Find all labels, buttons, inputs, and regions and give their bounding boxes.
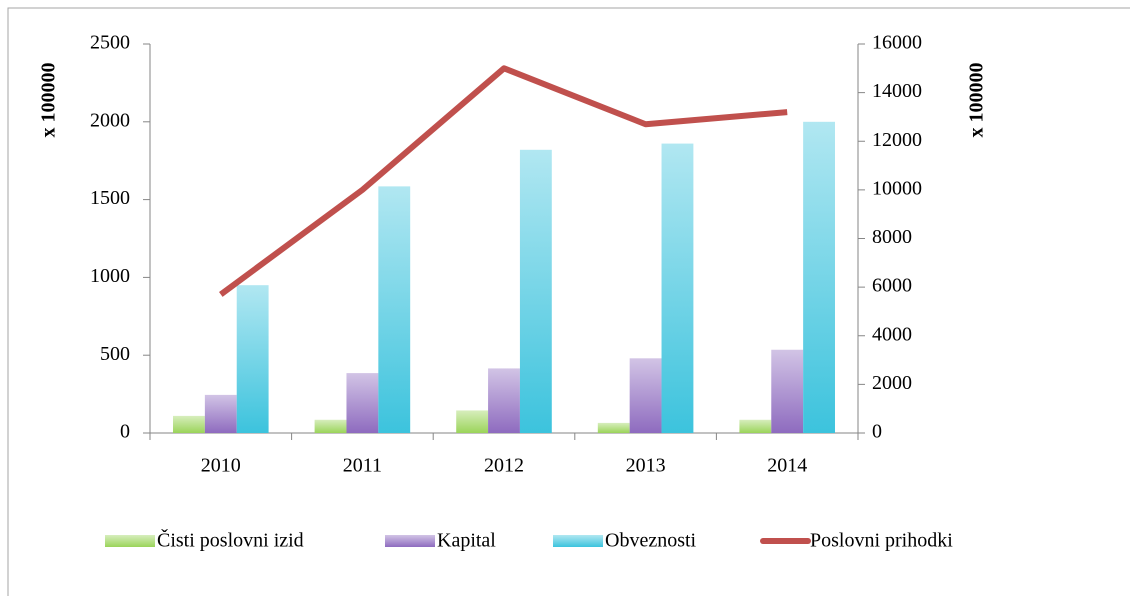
- bar: [346, 373, 379, 433]
- bar: [488, 368, 520, 433]
- bar: [236, 285, 269, 433]
- legend-swatch: [105, 535, 155, 547]
- x-tick-label: 2012: [484, 455, 524, 477]
- x-tick-label: 2010: [201, 455, 241, 477]
- legend-swatch: [553, 535, 603, 547]
- bar: [661, 143, 694, 434]
- y2-tick-label: 6000: [872, 275, 912, 297]
- y2-tick-label: 8000: [872, 226, 912, 248]
- y2-tick-label: 10000: [872, 177, 922, 199]
- y-tick-label: 500: [100, 343, 130, 365]
- bar: [771, 349, 804, 433]
- y2-tick-label: 2000: [872, 372, 912, 394]
- bar: [314, 419, 347, 433]
- y-axis-label: x 100000: [38, 63, 60, 138]
- bar: [173, 415, 205, 433]
- bar: [629, 358, 662, 433]
- y2-tick-label: 14000: [872, 80, 922, 102]
- legend-label: Kapital: [437, 530, 496, 552]
- x-tick-label: 2011: [343, 455, 382, 477]
- y-tick-label: 1500: [90, 187, 130, 209]
- bar: [597, 422, 630, 433]
- y-tick-label: 1000: [90, 265, 130, 287]
- legend-label: Čisti poslovni izid: [157, 528, 304, 552]
- bar: [519, 149, 552, 434]
- bar: [456, 410, 489, 433]
- y2-tick-label: 0: [872, 421, 882, 443]
- legend-label: Poslovni prihodki: [810, 530, 953, 552]
- y-tick-label: 2500: [90, 32, 130, 54]
- chart-border: [7, 7, 1130, 596]
- legend-label: Obveznosti: [605, 530, 697, 552]
- x-tick-label: 2013: [626, 455, 666, 477]
- y-tick-label: 2000: [90, 109, 130, 131]
- bar: [803, 121, 835, 434]
- bar: [378, 186, 411, 433]
- y2-tick-label: 16000: [872, 32, 922, 54]
- y2-tick-label: 4000: [872, 323, 912, 345]
- bar: [204, 394, 237, 433]
- y2-axis-label: x 100000: [966, 63, 988, 138]
- legend-swatch: [385, 535, 435, 547]
- line: [219, 65, 788, 297]
- bar: [739, 419, 772, 433]
- y2-tick-label: 12000: [872, 129, 922, 151]
- y-tick-label: 0: [120, 421, 130, 443]
- x-tick-label: 2014: [767, 455, 807, 477]
